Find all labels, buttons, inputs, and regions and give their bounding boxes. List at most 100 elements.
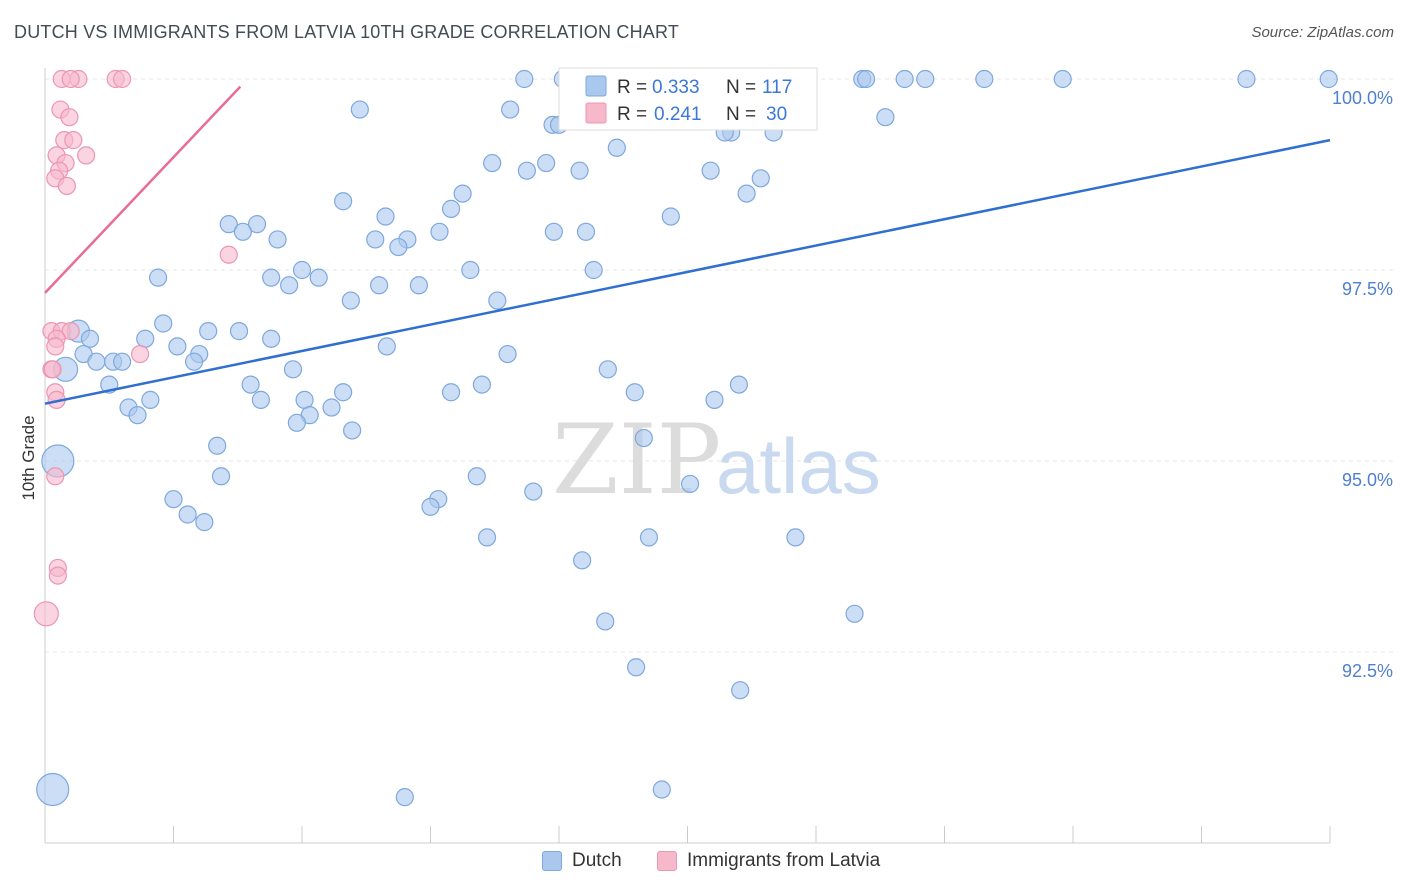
dutch-point xyxy=(1237,69,1256,89)
chart-title: DUTCH VS IMMIGRANTS FROM LATVIA 10TH GRA… xyxy=(14,22,680,42)
dutch-point xyxy=(544,222,563,241)
dutch-point xyxy=(208,436,227,455)
dutch-point xyxy=(916,69,935,89)
latvia-point xyxy=(77,146,96,165)
dutch-point xyxy=(570,161,589,180)
dutch-point xyxy=(537,153,556,173)
dutch-point xyxy=(607,138,626,157)
dutch-point xyxy=(876,108,895,127)
dutch-point xyxy=(341,291,360,310)
dutch-point xyxy=(87,352,106,371)
dutch-point xyxy=(199,322,218,341)
legend-n-label-latvia: N = xyxy=(726,104,761,125)
dutch-point xyxy=(211,467,231,486)
dutch-point xyxy=(164,490,183,509)
points-layer xyxy=(33,69,1338,807)
legend-n-label-dutch: N = xyxy=(726,77,761,98)
watermark-zip: ZIP xyxy=(552,404,721,516)
legend-swatch-latvia xyxy=(585,102,607,124)
dutch-point xyxy=(36,772,70,807)
y-axis-label: 10th Grade xyxy=(19,415,38,500)
dutch-point xyxy=(421,497,440,516)
dutch-point xyxy=(477,528,497,547)
latvia-point xyxy=(64,131,83,150)
bottom-legend-swatch-dutch xyxy=(542,851,562,871)
latvia-point xyxy=(48,566,67,585)
dutch-point xyxy=(168,337,187,356)
dutch-point xyxy=(576,222,596,241)
dutch-point xyxy=(376,207,395,226)
dutch-point xyxy=(262,329,281,348)
dutch-point xyxy=(233,222,252,241)
dutch-point xyxy=(377,337,396,356)
dutch-point xyxy=(178,505,197,524)
dutch-point xyxy=(148,268,168,287)
dutch-point xyxy=(136,329,155,348)
bottom-legend-label-latvia: Immigrants from Latvia xyxy=(687,850,881,871)
latvia-point xyxy=(60,108,79,127)
scatter-chart: 100.0%97.5%95.0%92.5% ZIP atlas 0.0%100.… xyxy=(19,67,1395,844)
latvia-point xyxy=(57,176,76,196)
dutch-point xyxy=(141,390,160,409)
dutch-point xyxy=(467,467,486,486)
dutch-point xyxy=(634,428,653,448)
bottom-legend-swatch-latvia xyxy=(657,851,677,871)
dutch-point xyxy=(501,100,520,119)
trend-layer xyxy=(44,85,1331,405)
dutch-point xyxy=(241,375,260,394)
dutch-point xyxy=(229,322,249,341)
dutch-point xyxy=(701,161,720,180)
dutch-trendline xyxy=(44,138,1331,405)
dutch-point xyxy=(154,314,173,333)
source-label: Source: ZipAtlas.com xyxy=(1251,24,1394,41)
latvia-trendline xyxy=(44,85,242,294)
watermark-atlas: atlas xyxy=(716,422,881,510)
dutch-point xyxy=(652,780,671,799)
legend-r-label-latvia: R = xyxy=(617,104,652,125)
dutch-point xyxy=(343,421,362,440)
dutch-point xyxy=(639,528,659,547)
dutch-point xyxy=(1053,69,1072,89)
legend-swatch-dutch xyxy=(585,75,607,97)
dutch-point xyxy=(895,69,914,89)
dutch-point xyxy=(661,207,680,226)
latvia-point xyxy=(130,344,150,364)
dutch-point xyxy=(334,383,353,402)
dutch-point xyxy=(262,268,281,287)
dutch-point xyxy=(350,100,369,119)
dutch-point xyxy=(680,474,700,494)
dutch-point xyxy=(517,161,536,180)
dutch-point xyxy=(786,528,805,547)
latvia-point xyxy=(43,360,62,379)
latvia-point xyxy=(46,337,65,356)
latvia-point xyxy=(112,69,132,89)
latvia-point xyxy=(61,69,80,89)
dutch-point xyxy=(184,352,204,371)
legend-r-value-dutch: 0.333 xyxy=(652,77,700,98)
dutch-point xyxy=(292,260,312,280)
dutch-point xyxy=(975,69,994,89)
dutch-point xyxy=(705,390,724,409)
dutch-point xyxy=(441,199,461,218)
dutch-point xyxy=(751,169,770,188)
dutch-point xyxy=(625,383,644,402)
dutch-point xyxy=(283,360,303,379)
bottom-legend-dutch: Dutch xyxy=(542,850,622,872)
dutch-point xyxy=(626,658,646,677)
y-tick-label: 97.5% xyxy=(1342,279,1393,299)
dutch-point xyxy=(309,268,328,287)
dutch-point xyxy=(737,184,756,203)
dutch-point xyxy=(441,383,461,402)
dutch-point xyxy=(80,329,100,348)
dutch-point xyxy=(1319,69,1338,89)
latvia-point xyxy=(46,467,65,486)
stats-legend: R = 0.333 N = 117 R = 0.241 N = 30 xyxy=(558,67,818,131)
dutch-point xyxy=(195,513,214,532)
bottom-legend-latvia: Immigrants from Latvia xyxy=(657,850,880,872)
y-tick-label: 92.5% xyxy=(1342,661,1393,681)
legend-r-value-latvia: 0.241 xyxy=(654,104,702,125)
dutch-point xyxy=(596,612,615,631)
dutch-point xyxy=(366,230,385,249)
legend-r-label-dutch: R = xyxy=(617,77,652,98)
dutch-point xyxy=(461,260,480,280)
